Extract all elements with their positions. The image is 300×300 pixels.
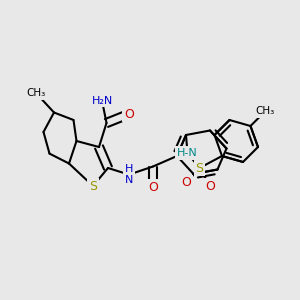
- Text: O: O: [124, 107, 134, 121]
- Text: CH₃: CH₃: [256, 106, 275, 116]
- Text: CH₃: CH₃: [26, 88, 46, 98]
- Text: S: S: [89, 179, 97, 193]
- Text: H₂N: H₂N: [92, 95, 112, 106]
- Text: H
N: H N: [125, 164, 133, 185]
- Text: H-N: H-N: [177, 148, 198, 158]
- Text: O: O: [181, 176, 191, 190]
- Text: S: S: [196, 161, 203, 175]
- Text: O: O: [148, 181, 158, 194]
- Text: O: O: [205, 179, 215, 193]
